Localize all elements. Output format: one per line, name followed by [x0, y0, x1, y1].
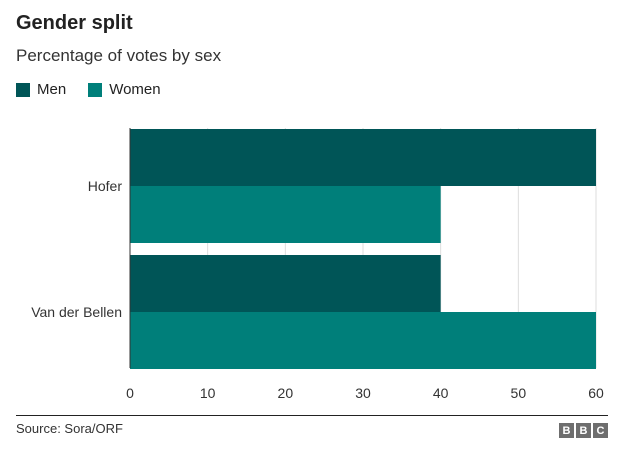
bar-men: [130, 255, 441, 312]
bar-women: [130, 312, 596, 369]
legend-swatch-men: [16, 82, 30, 97]
category-label: Van der Bellen: [31, 304, 122, 320]
legend-swatch-women: [88, 82, 103, 97]
bbc-logo-letter: C: [593, 423, 608, 438]
legend-item-men: Men: [16, 81, 66, 98]
bbc-logo-letter: B: [559, 423, 574, 438]
x-tick-label: 0: [126, 385, 134, 401]
legend-item-women: Women: [88, 81, 161, 98]
chart-title: Gender split: [16, 12, 133, 34]
bbc-logo-letter: B: [576, 423, 591, 438]
x-tick-label: 40: [433, 385, 449, 401]
legend-label-men: Men: [37, 81, 67, 98]
bbc-logo: B B C: [557, 423, 608, 438]
category-label: Hofer: [88, 178, 123, 194]
chart-subtitle: Percentage of votes by sex: [16, 46, 222, 65]
legend-label-women: Women: [109, 81, 161, 98]
x-tick-label: 20: [278, 385, 294, 401]
bar-men: [130, 129, 596, 186]
x-tick-label: 50: [511, 385, 527, 401]
x-tick-label: 30: [355, 385, 371, 401]
x-tick-label: 10: [200, 385, 216, 401]
x-tick-label: 60: [588, 385, 604, 401]
footer-divider: [16, 415, 608, 416]
source-note: Source: Sora/ORF: [16, 421, 123, 436]
legend: Men Women: [16, 81, 183, 98]
bar-women: [130, 186, 441, 243]
